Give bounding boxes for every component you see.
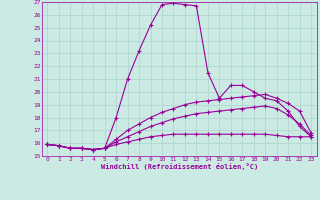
X-axis label: Windchill (Refroidissement éolien,°C): Windchill (Refroidissement éolien,°C): [100, 163, 258, 170]
